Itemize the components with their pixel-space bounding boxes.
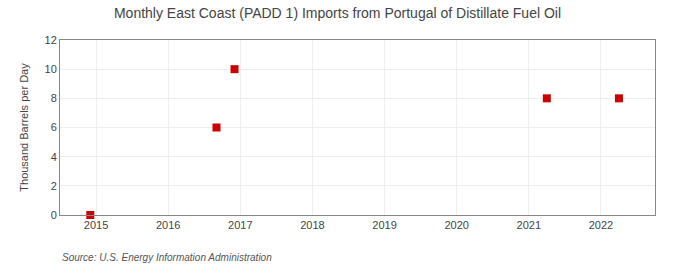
svg-text:2: 2 [51,180,57,192]
svg-text:10: 10 [45,63,57,75]
svg-text:2021: 2021 [517,219,541,231]
svg-text:4: 4 [51,151,57,163]
svg-text:Source: U.S. Energy Informatio: Source: U.S. Energy Information Administ… [62,252,272,263]
svg-text:Thousand Barrels per Day: Thousand Barrels per Day [18,63,30,192]
svg-text:8: 8 [51,92,57,104]
svg-text:2016: 2016 [156,219,180,231]
svg-text:12: 12 [45,34,57,46]
svg-text:2019: 2019 [372,219,396,231]
svg-text:2015: 2015 [84,219,108,231]
svg-text:2017: 2017 [228,219,252,231]
svg-text:2018: 2018 [300,219,324,231]
svg-text:0: 0 [51,209,57,221]
svg-text:6: 6 [51,121,57,133]
svg-text:2020: 2020 [444,219,468,231]
svg-text:2022: 2022 [589,219,613,231]
svg-text:Monthly East Coast (PADD 1) Im: Monthly East Coast (PADD 1) Imports from… [114,5,561,21]
